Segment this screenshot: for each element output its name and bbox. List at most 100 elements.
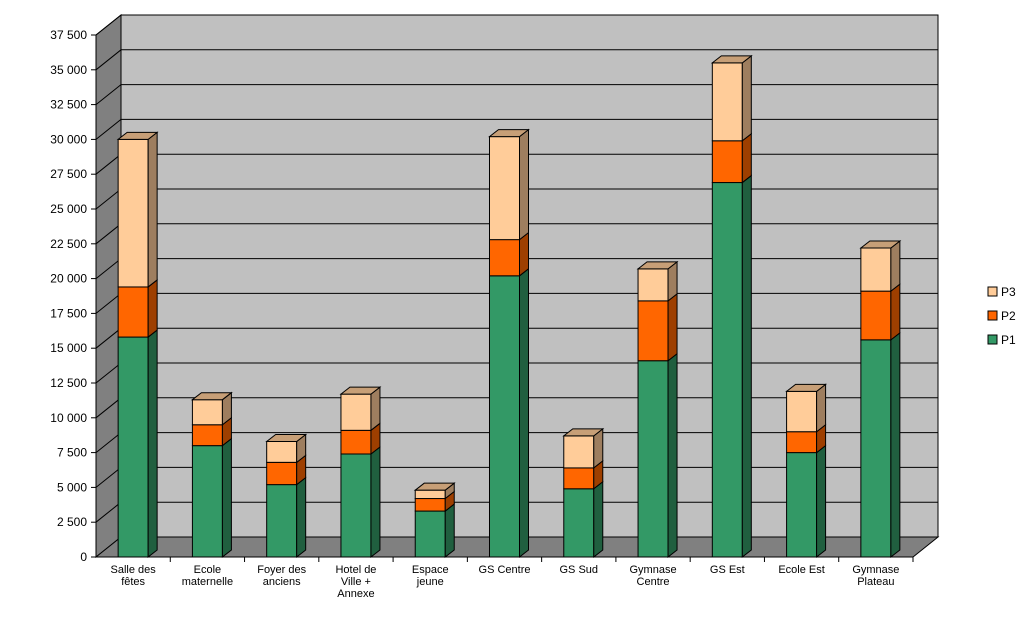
bar-side-p1 bbox=[444, 503, 455, 559]
bar-side-p2 bbox=[147, 278, 158, 339]
bar-front-p2 bbox=[266, 461, 298, 486]
bar-segment-p1 bbox=[414, 503, 455, 559]
bar-segment-p1 bbox=[563, 480, 604, 559]
legend-label-p1: P1 bbox=[1001, 333, 1016, 347]
x-tick-label-line: anciens bbox=[263, 576, 301, 588]
bar-front-p1 bbox=[711, 182, 743, 558]
bar-top-p3 bbox=[859, 240, 902, 249]
bar-segment-p1 bbox=[489, 267, 529, 559]
x-tick-label-line: Salle des bbox=[111, 564, 157, 576]
bar-side-p3 bbox=[816, 383, 827, 433]
y-tick-label: 35 000 bbox=[50, 63, 87, 77]
x-tick-label: Salle des fêtes bbox=[111, 564, 157, 588]
bar-top-p3 bbox=[265, 433, 308, 442]
x-tick-label-line: maternelle bbox=[182, 576, 233, 588]
bar-front-p2 bbox=[414, 498, 446, 512]
bar-side-p2 bbox=[741, 132, 752, 184]
y-axis: 0 2 500 5 000 7 500 10 000 12 500 15 000 17 500… bbox=[50, 28, 913, 564]
bar-side-p1 bbox=[296, 476, 307, 559]
x-tick-label-line: Foyer des bbox=[257, 564, 306, 576]
x-tick-label: Foyer des anciens bbox=[257, 564, 306, 588]
y-tick-label: 30 000 bbox=[50, 132, 87, 146]
gridline-side bbox=[95, 501, 122, 523]
bar-segment-p2 bbox=[117, 278, 158, 339]
x-tick-label-line: Gymnase bbox=[852, 564, 899, 576]
bar-front-p3 bbox=[489, 136, 520, 241]
x-tick-label-line: Ecole bbox=[194, 564, 222, 576]
bar-segment-p3 bbox=[190, 391, 233, 426]
bar-side-p2 bbox=[890, 283, 901, 341]
bar-side-p1 bbox=[370, 445, 381, 559]
y-tick-label: 37 500 bbox=[50, 28, 87, 42]
bar-side-p1 bbox=[593, 480, 604, 559]
bar-top-p3 bbox=[710, 55, 753, 64]
bar-segment-p2 bbox=[711, 132, 752, 184]
bar-top-p3 bbox=[339, 386, 382, 395]
y-tick-label: 10 000 bbox=[50, 411, 87, 425]
x-tick-label: GS Sud bbox=[560, 564, 599, 576]
bar-front-p2 bbox=[637, 300, 669, 362]
x-tick-label-line: Plateau bbox=[857, 576, 894, 588]
bar-side-p3 bbox=[890, 239, 901, 293]
bar-front-p2 bbox=[786, 431, 818, 454]
bar-side-p1 bbox=[816, 444, 827, 559]
bar-top-p3 bbox=[116, 131, 159, 140]
gridline-side bbox=[95, 327, 122, 349]
y-tick-label: 17 500 bbox=[50, 306, 87, 320]
bar-segment-p1 bbox=[266, 476, 307, 559]
bar-side-p2 bbox=[667, 292, 678, 362]
bar-front-p1 bbox=[340, 453, 372, 558]
y-tick-label: 12 500 bbox=[50, 376, 87, 390]
bar-segment-p3 bbox=[562, 427, 605, 469]
bar-segment-p3 bbox=[859, 239, 902, 293]
bar-side-p1 bbox=[667, 352, 678, 559]
bar-side-p3 bbox=[147, 131, 158, 288]
bars bbox=[116, 54, 902, 559]
gridline-side bbox=[95, 223, 122, 245]
bar-front-p1 bbox=[414, 510, 446, 558]
bar-front-p1 bbox=[117, 336, 149, 558]
legend-swatch-p1 bbox=[987, 334, 998, 345]
x-tick-label-line: Gymnase bbox=[630, 564, 677, 576]
x-axis-labels: Salle des fêtes Ecole maternelle Foyer des an… bbox=[111, 557, 914, 600]
bar-segment-p1 bbox=[786, 444, 827, 559]
x-tick-label-line: Annexe bbox=[337, 588, 374, 600]
x-tick-label-line: GS Centre bbox=[479, 564, 531, 576]
y-tick-label: 25 000 bbox=[50, 202, 87, 216]
legend-label-p2: P2 bbox=[1001, 309, 1016, 323]
y-tick-label: 2 500 bbox=[57, 515, 87, 529]
y-tick-label: 27 500 bbox=[50, 167, 87, 181]
y-tick-label: 22 500 bbox=[50, 237, 87, 251]
gridline-side bbox=[95, 14, 122, 36]
x-tick-label: GS Est bbox=[710, 564, 745, 576]
bar-segment-p2 bbox=[340, 422, 381, 456]
bar-top-p3 bbox=[190, 392, 233, 401]
bar-segment-p3 bbox=[116, 131, 159, 288]
bar-segment-p1 bbox=[117, 329, 158, 559]
gridline-side bbox=[95, 119, 122, 140]
bar-front-p2 bbox=[340, 429, 372, 455]
bar-segment-p2 bbox=[637, 292, 678, 362]
y-tick-label: 7 500 bbox=[57, 446, 87, 460]
gridline-side bbox=[95, 432, 122, 453]
bar-segment-p3 bbox=[413, 482, 456, 500]
bar-front-p3 bbox=[786, 390, 818, 433]
bar-side-p1 bbox=[147, 329, 158, 559]
x-tick-label: Espace jeune bbox=[412, 564, 449, 588]
gridline-side bbox=[95, 293, 122, 314]
legend: P3 P2 P1 bbox=[987, 285, 1016, 347]
bar-side-p1 bbox=[741, 174, 752, 559]
gridline-side bbox=[95, 258, 122, 279]
y-tick-label: 0 bbox=[80, 550, 87, 564]
x-tick-label: Ecole maternelle bbox=[182, 564, 233, 588]
bar-front-p1 bbox=[637, 360, 669, 558]
bar-side-p1 bbox=[890, 331, 901, 559]
bar-front-p1 bbox=[489, 275, 520, 558]
bar-segment-p2 bbox=[860, 283, 901, 341]
bar-segment-p1 bbox=[637, 352, 678, 559]
gridline-side bbox=[95, 49, 122, 71]
bar-side-p3 bbox=[741, 54, 752, 142]
x-tick-label-line: Hotel de bbox=[335, 564, 376, 576]
bar-segment-p1 bbox=[340, 445, 381, 559]
